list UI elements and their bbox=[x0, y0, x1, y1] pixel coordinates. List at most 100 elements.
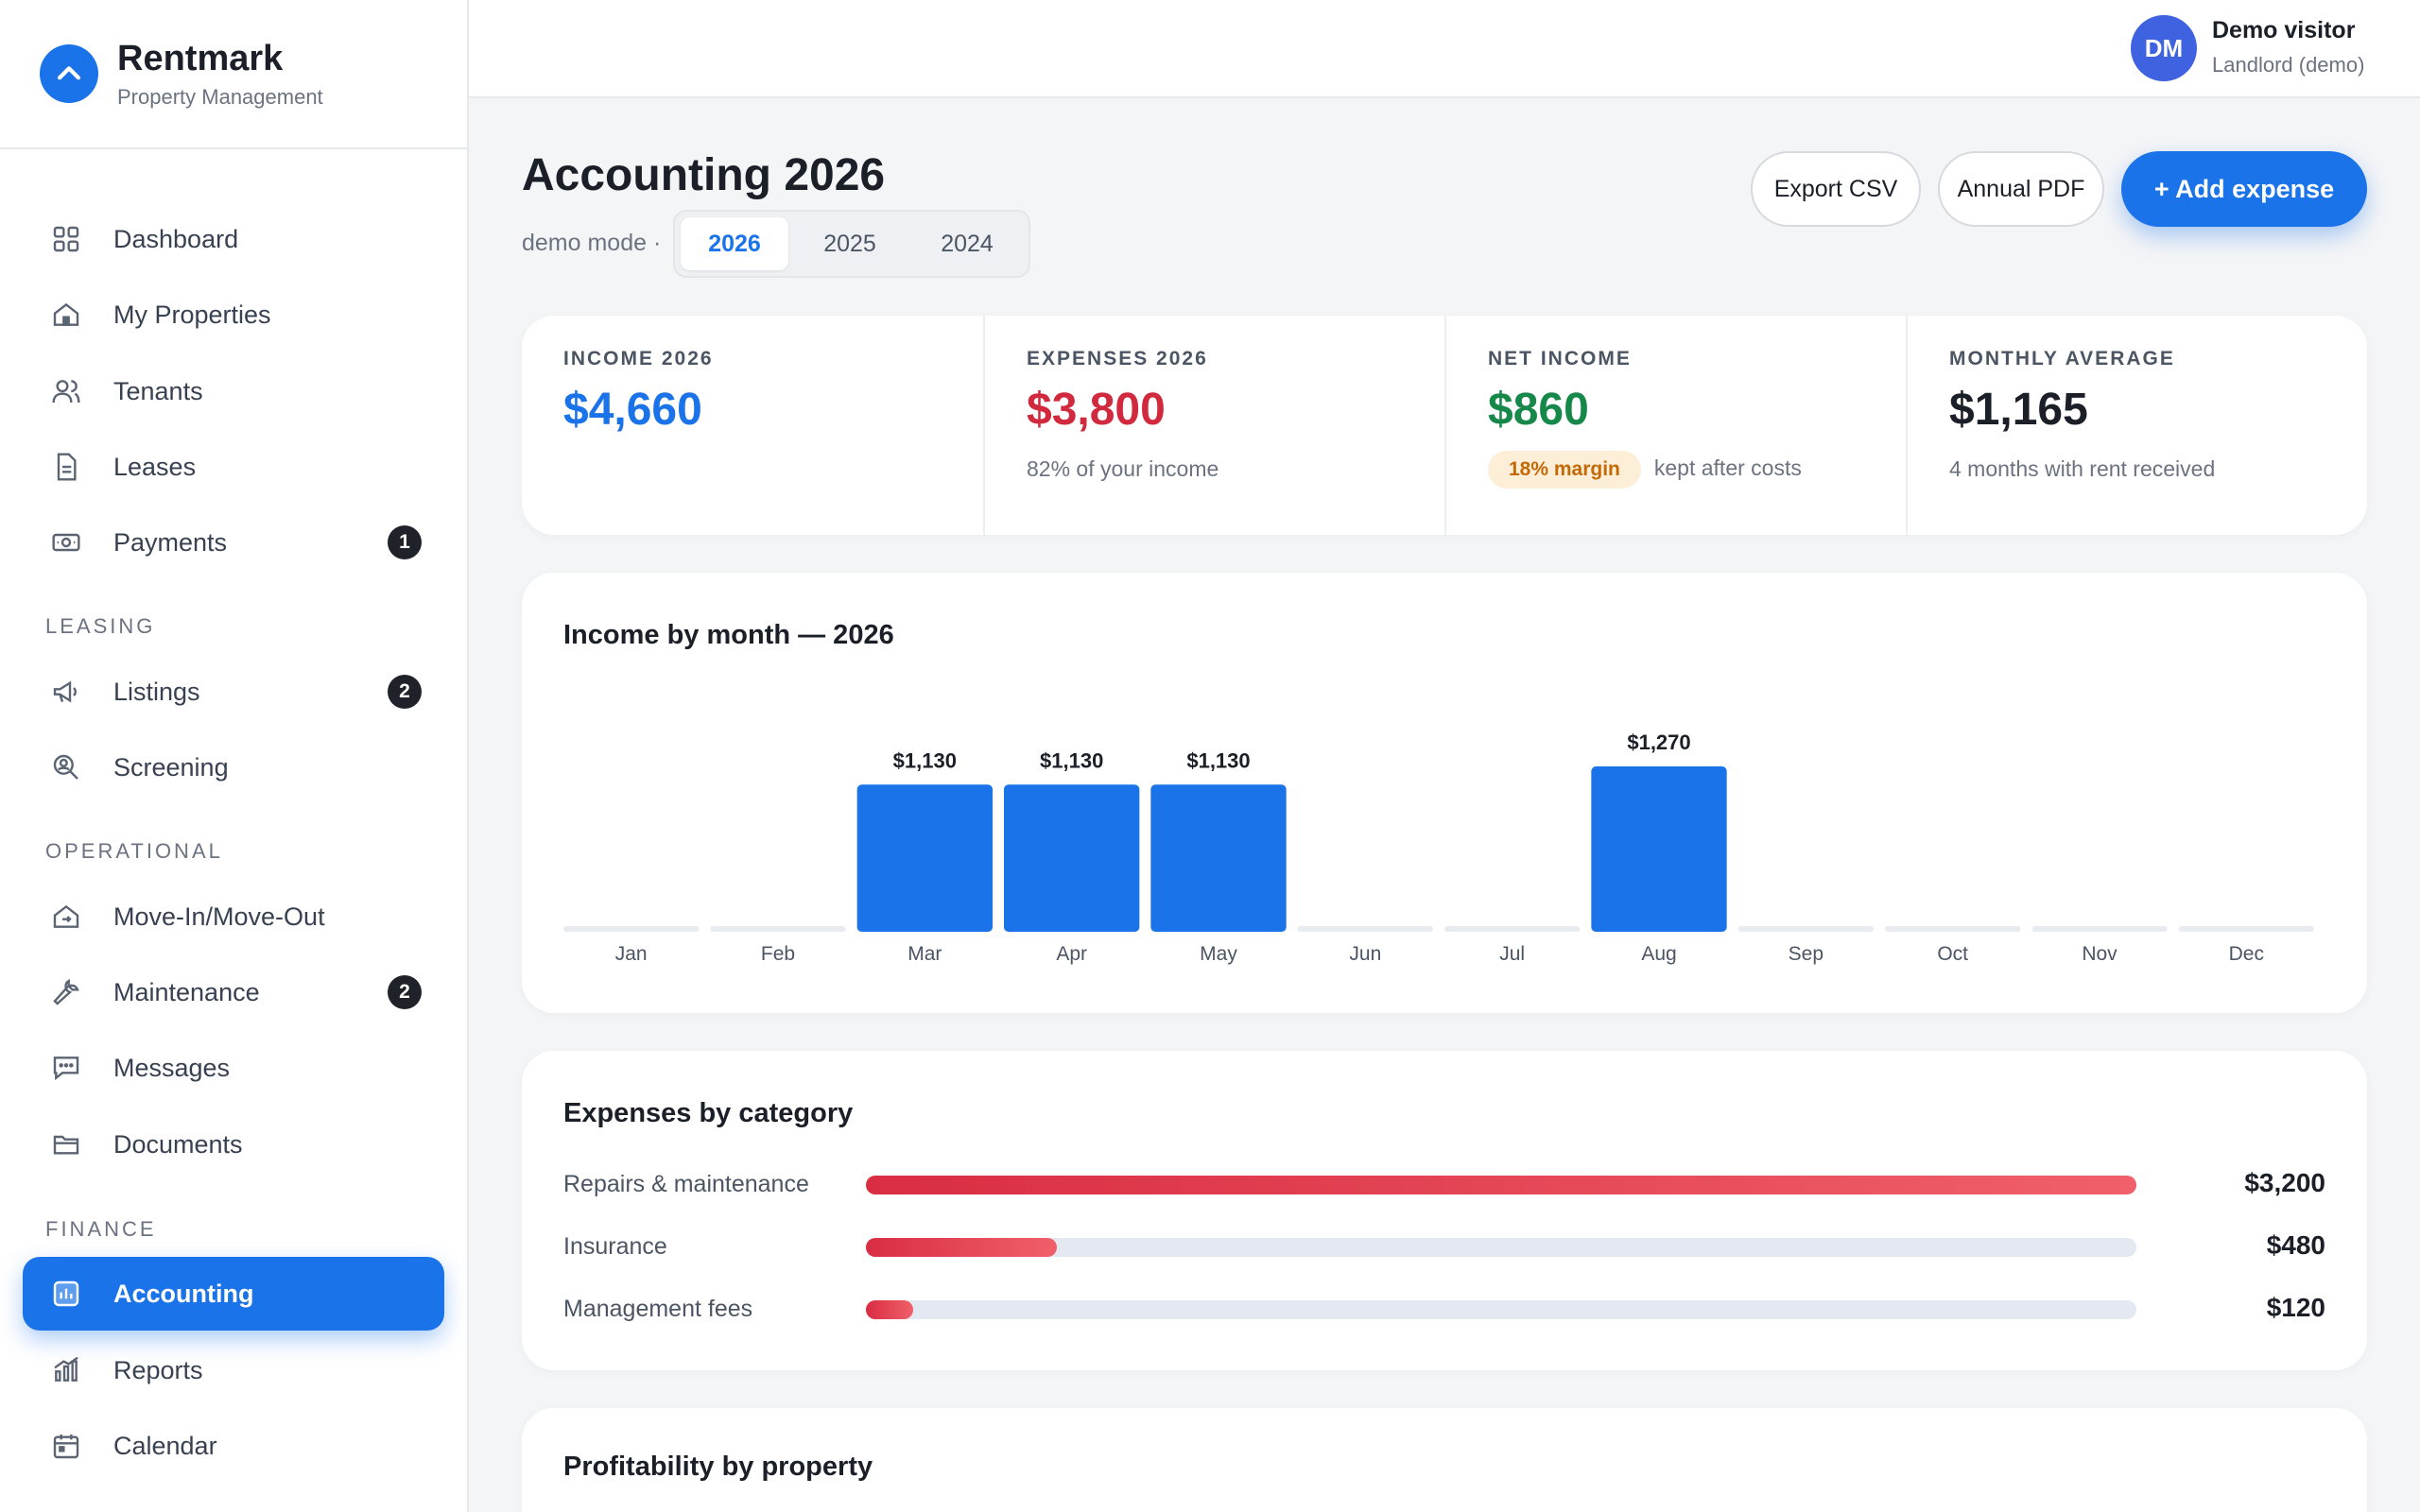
sidebar-item-label: Maintenance bbox=[113, 977, 260, 1006]
expense-value-management-fees: $120 bbox=[2266, 1293, 2325, 1322]
brand[interactable]: Rentmark Property Management bbox=[0, 0, 467, 149]
stat-label: INCOME 2026 bbox=[563, 348, 714, 369]
expense-bar-fill bbox=[866, 1238, 1057, 1257]
sidebar-item-move-in-move-out[interactable]: Move-In/Move-Out bbox=[23, 880, 444, 954]
month-tick-label: Jun bbox=[1349, 943, 1381, 965]
listings-badge: 2 bbox=[388, 675, 422, 709]
accounting-icon bbox=[49, 1277, 83, 1311]
income-bar-apr[interactable] bbox=[1004, 784, 1140, 932]
grid-icon bbox=[49, 222, 83, 256]
calendar-icon bbox=[49, 1429, 83, 1463]
bar-track bbox=[1885, 926, 2021, 932]
income-chart-title: Income by month — 2026 bbox=[563, 620, 894, 650]
sidebar-item-label: Listings bbox=[113, 677, 200, 706]
sidebar-item-label: Accounting bbox=[113, 1279, 254, 1308]
income-bar-may[interactable] bbox=[1150, 784, 1287, 932]
month-tick-label: Aug bbox=[1641, 943, 1676, 965]
user-name[interactable]: Demo visitor bbox=[2212, 17, 2356, 43]
expense-bar-fill bbox=[866, 1300, 914, 1319]
month-tick-label: Feb bbox=[761, 943, 795, 965]
section-operational: OPERATIONAL bbox=[45, 839, 223, 863]
expense-value-insurance: $480 bbox=[2266, 1230, 2325, 1260]
brand-logo-icon bbox=[40, 44, 98, 103]
bar-track bbox=[2178, 926, 2314, 932]
stat-subtext: 82% of your income bbox=[1027, 456, 1219, 481]
stat-income: INCOME 2026 $4,660 bbox=[522, 316, 983, 535]
payments-badge: 1 bbox=[388, 525, 422, 559]
avatar[interactable]: DM bbox=[2131, 15, 2197, 81]
stat-label: EXPENSES 2026 bbox=[1027, 348, 1208, 369]
sidebar-item-screening[interactable]: Screening bbox=[23, 730, 444, 804]
section-finance: FINANCE bbox=[45, 1217, 157, 1241]
stat-label: MONTHLY AVERAGE bbox=[1949, 348, 2175, 369]
page-title: Accounting 2026 bbox=[522, 150, 886, 200]
income-chart-card: Income by month — 2026 Jan Feb $1,130 Mar $1… bbox=[522, 573, 2367, 1013]
sidebar-item-payments[interactable]: Payments 1 bbox=[23, 506, 444, 579]
maintenance-badge: 2 bbox=[388, 975, 422, 1009]
annual-pdf-button[interactable]: Annual PDF bbox=[1938, 151, 2104, 227]
bar-value-label: $1,130 bbox=[1040, 748, 1103, 772]
sidebar-item-label: Reports bbox=[113, 1355, 203, 1384]
sidebar-item-messages[interactable]: Messages bbox=[23, 1031, 444, 1105]
sidebar-item-reports[interactable]: Reports bbox=[23, 1333, 444, 1407]
expenses-card: Expenses by category Repairs & maintenan… bbox=[522, 1051, 2367, 1370]
income-bar-mar[interactable] bbox=[856, 784, 993, 932]
sidebar-item-dashboard[interactable]: Dashboard bbox=[23, 202, 444, 276]
megaphone-icon bbox=[49, 675, 83, 709]
tab-year-2025[interactable]: 2025 bbox=[823, 230, 876, 257]
year-selector: 2026 2025 2024 bbox=[673, 210, 1030, 278]
sidebar-item-tenants[interactable]: Tenants bbox=[23, 354, 444, 428]
tab-year-2024[interactable]: 2024 bbox=[941, 230, 994, 257]
export-csv-button[interactable]: Export CSV bbox=[1751, 151, 1921, 227]
income-bar-aug[interactable] bbox=[1591, 766, 1727, 932]
stat-net-income: NET INCOME $860 18% margin kept after cos… bbox=[1444, 316, 1906, 535]
bar-value-label: $1,130 bbox=[1186, 748, 1250, 772]
sidebar-item-calendar[interactable]: Calendar bbox=[23, 1409, 444, 1483]
month-tick-label: Nov bbox=[2082, 943, 2118, 965]
chat-icon bbox=[49, 1051, 83, 1085]
stat-value: $1,165 bbox=[1949, 385, 2088, 435]
folder-icon bbox=[49, 1127, 83, 1161]
home-move-icon bbox=[49, 900, 83, 934]
home-icon bbox=[49, 298, 83, 332]
user-search-icon bbox=[49, 750, 83, 784]
section-leasing: LEASING bbox=[45, 614, 156, 638]
month-tick-label: Apr bbox=[1056, 943, 1087, 965]
profitability-title: Profitability by property bbox=[563, 1452, 873, 1482]
month-tick-label: Dec bbox=[2229, 943, 2264, 965]
bar-track bbox=[710, 926, 846, 932]
stat-value: $3,800 bbox=[1027, 385, 1166, 435]
sidebar-item-label: Screening bbox=[113, 752, 229, 782]
expense-bar-repairs bbox=[866, 1176, 2136, 1194]
month-tick-label: Oct bbox=[1937, 943, 1968, 965]
sidebar-item-maintenance[interactable]: Maintenance 2 bbox=[23, 955, 444, 1029]
sidebar: Rentmark Property Management Dashboard M… bbox=[0, 0, 469, 1512]
add-expense-button[interactable]: + Add expense bbox=[2121, 151, 2367, 227]
expense-bar-fill bbox=[866, 1176, 2136, 1194]
sidebar-item-listings[interactable]: Listings 2 bbox=[23, 655, 444, 729]
sidebar-item-leases[interactable]: Leases bbox=[23, 430, 444, 504]
bar-track bbox=[2031, 926, 2168, 932]
month-tick-label: Jan bbox=[615, 943, 648, 965]
wrench-icon bbox=[49, 975, 83, 1009]
bar-track bbox=[1737, 926, 1874, 932]
bar-chart-icon bbox=[49, 1353, 83, 1387]
expenses-title: Expenses by category bbox=[563, 1098, 854, 1128]
stat-value: $4,660 bbox=[563, 385, 702, 435]
bar-value-label: $1,270 bbox=[1627, 730, 1690, 754]
month-tick-label: May bbox=[1200, 943, 1237, 965]
expense-bar-management-fees bbox=[866, 1300, 2136, 1319]
tab-year-2026[interactable]: 2026 bbox=[681, 217, 788, 270]
sidebar-item-accounting[interactable]: Accounting bbox=[23, 1257, 444, 1331]
bar-track bbox=[1297, 926, 1433, 932]
month-tick-label: Sep bbox=[1789, 943, 1824, 965]
sidebar-item-documents[interactable]: Documents bbox=[23, 1108, 444, 1181]
profitability-card: Profitability by property bbox=[522, 1408, 2367, 1512]
stat-expenses: EXPENSES 2026 $3,800 82% of your income bbox=[983, 316, 1444, 535]
expense-label-insurance: Insurance bbox=[563, 1233, 667, 1260]
sidebar-item-label: Leases bbox=[113, 452, 197, 481]
sidebar-item-my-properties[interactable]: My Properties bbox=[23, 278, 444, 352]
sidebar-item-label: Calendar bbox=[113, 1431, 217, 1460]
user-role: Landlord (demo) bbox=[2212, 53, 2365, 77]
margin-badge: 18% margin bbox=[1488, 451, 1641, 489]
